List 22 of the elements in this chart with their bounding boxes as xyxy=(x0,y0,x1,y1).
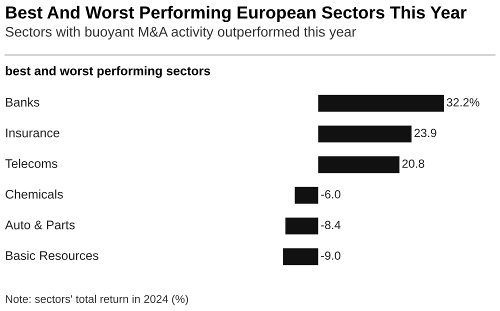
data-label: 32.2% xyxy=(446,98,480,106)
data-label: 20.8 xyxy=(402,159,424,168)
y-tick-label: Banks xyxy=(6,98,40,107)
y-tick-label: Insurance xyxy=(6,128,60,138)
y-tick-label: Telecoms xyxy=(5,158,58,168)
chart-subtitle: Sectors with buoyant M&A activity outperformed this year xyxy=(6,26,356,40)
text: Note: sectors' total return in 2024 (%) xyxy=(6,294,188,306)
data-label: -6.0 xyxy=(321,190,340,198)
data-label: -8.4 xyxy=(321,220,341,230)
data-label: -9.0 xyxy=(321,251,340,260)
bar xyxy=(318,94,444,112)
y-tick-label: Auto & Parts xyxy=(5,220,75,230)
bar xyxy=(283,248,318,266)
bar xyxy=(285,218,318,234)
y-tick-label: Basic Resources xyxy=(6,250,98,260)
bar xyxy=(318,156,400,174)
x-axis-title: best and worst performing sectors xyxy=(6,66,210,78)
chart-title: Best And Worst Performing European Sectors This Year xyxy=(6,6,467,22)
bar xyxy=(294,186,318,204)
bar xyxy=(318,126,412,142)
y-tick-label: Chemicals xyxy=(6,190,63,199)
data-label: 23.9 xyxy=(414,128,436,138)
